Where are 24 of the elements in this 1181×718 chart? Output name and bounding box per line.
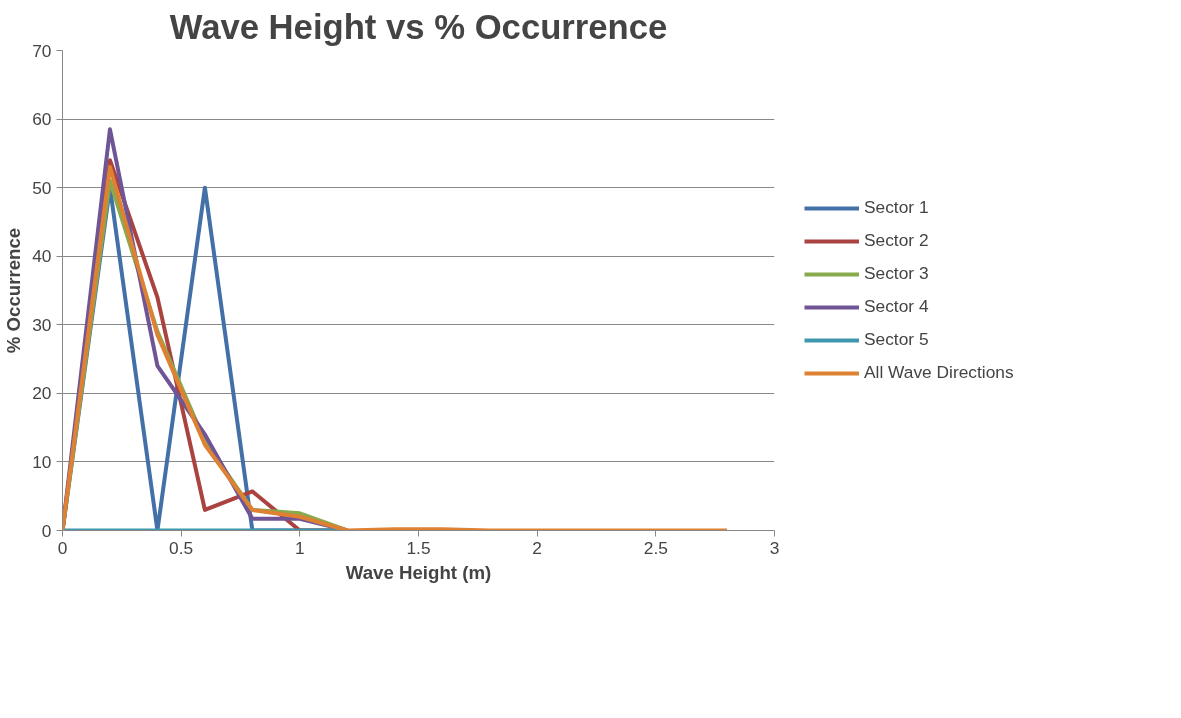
x-tick-label: 2 <box>532 537 542 558</box>
y-tick-label: 60 <box>32 109 52 130</box>
legend-label: All Wave Directions <box>864 362 1014 383</box>
x-tick-label: 0 <box>57 537 68 558</box>
legend-label: Sector 3 <box>864 263 929 284</box>
x-axis-title: Wave Height (m) <box>345 561 492 583</box>
x-tick-label: 3 <box>769 537 780 558</box>
legend-label: Sector 4 <box>864 296 929 317</box>
y-tick-label: 10 <box>32 451 52 472</box>
x-tick-label: 2.5 <box>643 537 668 558</box>
y-tick-label: 50 <box>32 177 52 198</box>
y-tick-label: 30 <box>32 314 52 335</box>
legend-label: Sector 1 <box>864 197 929 218</box>
y-tick-label: 70 <box>32 40 52 61</box>
chart-title: Wave Height vs % Occurrence <box>169 7 668 46</box>
x-tick-label: 1 <box>295 537 305 558</box>
y-tick-label: 20 <box>32 383 52 404</box>
legend-label: Sector 2 <box>864 230 929 251</box>
legend-label: Sector 5 <box>864 329 929 350</box>
y-axis-title: % Occurrence <box>3 227 25 354</box>
x-tick-label: 1.5 <box>406 537 431 558</box>
y-tick-label: 40 <box>32 246 52 267</box>
x-tick-label: 0.5 <box>169 537 194 558</box>
y-tick-label: 0 <box>41 520 52 541</box>
